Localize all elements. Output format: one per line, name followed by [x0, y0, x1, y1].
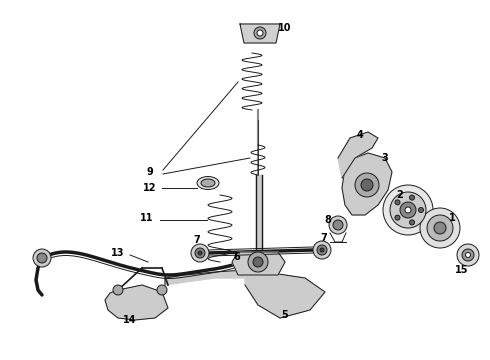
Circle shape [361, 179, 373, 191]
Circle shape [157, 285, 167, 295]
Polygon shape [165, 270, 245, 285]
Polygon shape [240, 24, 280, 43]
Text: 3: 3 [382, 153, 389, 163]
Polygon shape [232, 252, 285, 275]
Circle shape [427, 215, 453, 241]
Text: 1: 1 [449, 213, 455, 223]
Circle shape [33, 249, 51, 267]
Circle shape [320, 248, 324, 252]
Text: 2: 2 [396, 190, 403, 200]
Circle shape [410, 220, 415, 225]
Polygon shape [342, 153, 392, 215]
Polygon shape [245, 270, 325, 318]
Circle shape [113, 285, 123, 295]
Circle shape [418, 207, 423, 212]
Circle shape [257, 30, 263, 36]
Text: 4: 4 [357, 130, 364, 140]
Text: 15: 15 [455, 265, 469, 275]
Circle shape [248, 252, 268, 272]
Circle shape [400, 202, 416, 218]
Ellipse shape [197, 176, 219, 189]
Circle shape [355, 173, 379, 197]
Circle shape [317, 245, 327, 255]
Circle shape [395, 215, 400, 220]
Circle shape [466, 252, 470, 257]
Circle shape [383, 185, 433, 235]
Circle shape [405, 207, 411, 213]
Circle shape [195, 248, 205, 258]
Ellipse shape [201, 179, 215, 187]
Circle shape [191, 244, 209, 262]
Text: 11: 11 [140, 213, 154, 223]
Polygon shape [105, 285, 168, 320]
Text: 6: 6 [234, 252, 241, 262]
Text: 8: 8 [324, 215, 331, 225]
Text: 7: 7 [194, 235, 200, 245]
Circle shape [37, 253, 47, 263]
Circle shape [329, 216, 347, 234]
Text: 5: 5 [282, 310, 289, 320]
Circle shape [462, 249, 474, 261]
Circle shape [253, 257, 263, 267]
Circle shape [457, 244, 479, 266]
Circle shape [420, 208, 460, 248]
Circle shape [313, 241, 331, 259]
Circle shape [410, 195, 415, 200]
Text: 14: 14 [123, 315, 137, 325]
Text: 13: 13 [111, 248, 125, 258]
Polygon shape [338, 132, 378, 178]
Text: 12: 12 [143, 183, 157, 193]
Text: 10: 10 [278, 23, 292, 33]
Circle shape [333, 220, 343, 230]
Text: 9: 9 [147, 167, 153, 177]
Circle shape [434, 222, 446, 234]
Circle shape [395, 200, 400, 205]
Text: 7: 7 [320, 233, 327, 243]
Circle shape [390, 192, 426, 228]
Circle shape [254, 27, 266, 39]
Circle shape [198, 251, 202, 255]
